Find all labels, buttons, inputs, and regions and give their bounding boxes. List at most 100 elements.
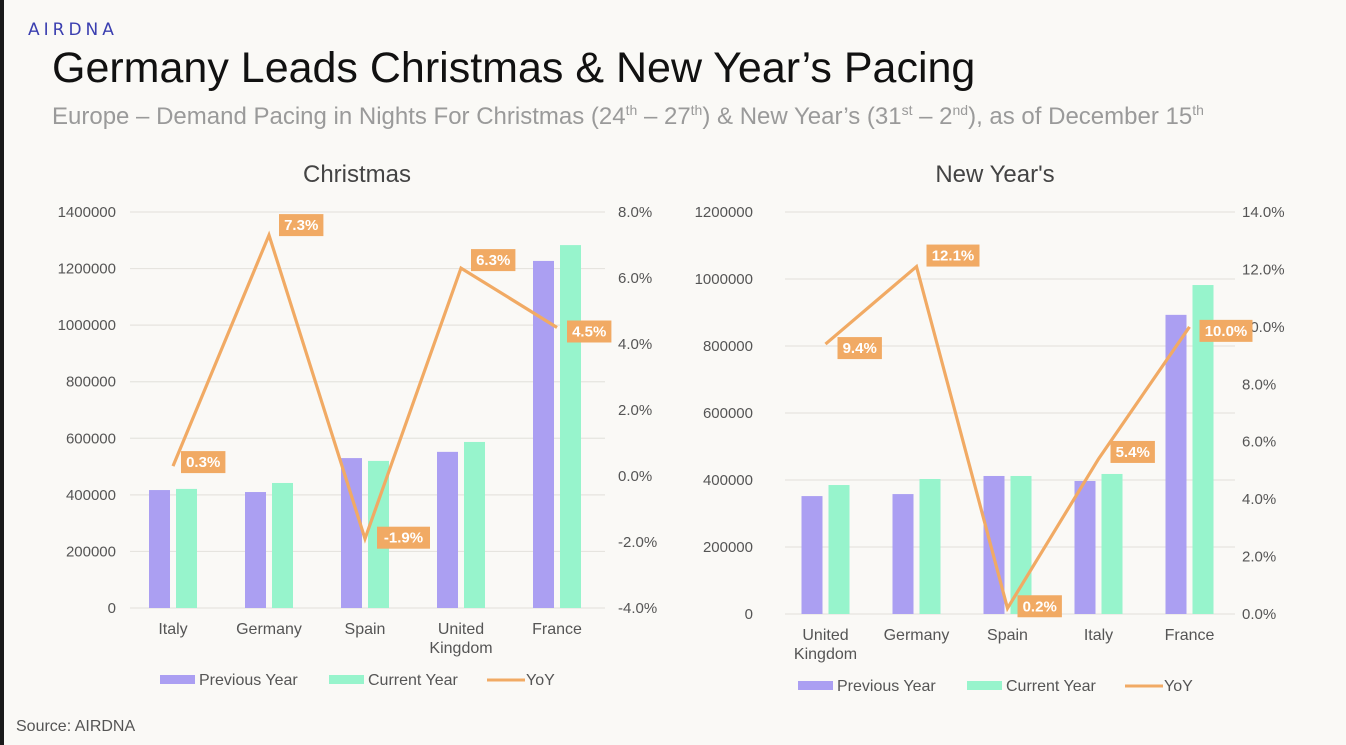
category-label: France — [1165, 627, 1215, 644]
bar-current-year — [1010, 475, 1032, 614]
category-label: France — [532, 621, 582, 638]
legend-item: YoY — [487, 672, 555, 689]
yoy-label-text: 6.3% — [476, 252, 510, 269]
yoy-label-box — [1199, 319, 1253, 342]
right-axis-tick: 2.0% — [1242, 549, 1276, 566]
right-axis-tick: 6.0% — [618, 270, 652, 287]
right-axis-tick: 0.0% — [1242, 606, 1276, 623]
right-axis-tick: 0.0% — [618, 468, 652, 485]
bar-previous-year — [437, 451, 458, 608]
yoy-label-box — [279, 214, 324, 237]
left-axis-tick: 0 — [745, 606, 753, 623]
subtitle-superscript: th — [625, 102, 638, 118]
bar-current-year — [1101, 473, 1123, 614]
subtitle-superscript: th — [690, 102, 703, 118]
subtitle-text: ), as of December 15 — [968, 103, 1193, 130]
right-axis-tick: 8.0% — [618, 204, 652, 221]
category-label: Spain — [987, 627, 1028, 644]
airdna-logo: AIRDNA — [28, 20, 118, 40]
bar-current-year — [464, 441, 485, 608]
left-axis-tick: 600000 — [66, 430, 116, 447]
yoy-label-text: 0.2% — [1023, 598, 1057, 615]
yoy-label-box — [181, 451, 226, 474]
bar-previous-year — [149, 490, 170, 608]
christmas-chart: Christmas 0 200000 400000 600000 800000 100000… — [58, 161, 658, 689]
bar-previous-year — [341, 458, 362, 608]
yoy-label-text: 5.4% — [1116, 444, 1150, 461]
subtitle-superscript: nd — [952, 102, 969, 118]
left-axis-tick: 1400000 — [58, 204, 116, 221]
left-axis-tick: 1000000 — [695, 271, 753, 288]
page-title: Germany Leads Christmas & New Year’s Pac… — [52, 44, 976, 92]
bar-previous-year — [1074, 481, 1096, 614]
legend-item: YoY — [1125, 678, 1193, 695]
page-subtitle: Europe – Demand Pacing in Nights For Chr… — [52, 103, 1204, 131]
yoy-label-box — [471, 249, 516, 272]
category-label-line: Kingdom — [794, 646, 857, 663]
right-axis-tick: 8.0% — [1242, 376, 1276, 393]
yoy-data-label: 0.2% — [1017, 595, 1062, 618]
yoy-line — [171, 230, 558, 544]
bar-current-year — [272, 482, 293, 608]
category-label: Spain — [345, 621, 386, 638]
yoy-label-box — [377, 526, 430, 549]
new-years-chart: New Year's 0 200000 400000 600000 800000 10000… — [695, 161, 1285, 695]
left-axis-tick: 200000 — [66, 543, 116, 560]
source-note: Source: AIRDNA — [16, 718, 136, 735]
yoy-data-label: 4.5% — [567, 320, 612, 343]
legend-swatch-previous — [160, 675, 195, 684]
legend-item: Previous Year — [798, 678, 936, 695]
legend-label: Current Year — [368, 672, 459, 689]
subtitle-superscript: th — [1192, 102, 1204, 118]
bar-current-year — [828, 485, 850, 614]
yoy-label-text: 0.3% — [186, 454, 220, 471]
category-label: United Kingdom — [429, 621, 492, 657]
yoy-label-text: 4.5% — [572, 324, 606, 341]
yoy-data-label: 12.1% — [926, 244, 980, 267]
bar-current-year — [176, 488, 197, 608]
bar-previous-year — [801, 496, 823, 614]
left-axis-tick: 1200000 — [695, 204, 753, 221]
bar-current-year — [1192, 285, 1214, 614]
category-label: United Kingdom — [794, 627, 857, 663]
yoy-label-text: 9.4% — [843, 340, 877, 357]
bar-previous-year — [1165, 314, 1187, 614]
left-axis-tick: 600000 — [703, 405, 753, 422]
yoy-data-label: 10.0% — [1199, 319, 1253, 342]
legend-label: Current Year — [1006, 678, 1097, 695]
yoy-label-text: 10.0% — [1205, 323, 1248, 340]
left-axis-tick: 1000000 — [58, 317, 116, 334]
legend-label: YoY — [526, 672, 555, 689]
subtitle-superscript: st — [901, 102, 913, 118]
yoy-label-box — [837, 337, 882, 360]
subtitle-text: – 27 — [637, 103, 691, 130]
right-axis-tick: 4.0% — [618, 336, 652, 353]
left-edge-bar — [0, 0, 4, 745]
subtitle-text: – 2 — [912, 103, 953, 130]
legend-item: Current Year — [967, 678, 1097, 695]
category-label: Germany — [236, 621, 302, 638]
yoy-label-box — [1110, 440, 1155, 463]
left-axis-tick: 400000 — [703, 472, 753, 489]
bar-previous-year — [533, 260, 554, 608]
left-axis-tick: 800000 — [66, 374, 116, 391]
chart-title: New Year's — [935, 161, 1054, 188]
category-label: Italy — [158, 621, 187, 638]
right-axis-tick: 2.0% — [618, 402, 652, 419]
category-label: Germany — [884, 627, 950, 644]
category-label-line: United — [802, 627, 848, 644]
bar-previous-year — [983, 475, 1005, 614]
yoy-label-text: 7.3% — [284, 217, 318, 234]
legend-item: Previous Year — [160, 672, 298, 689]
yoy-line — [824, 263, 1191, 613]
bar-previous-year — [892, 494, 914, 614]
category-label-line: United — [438, 621, 484, 638]
yoy-label-box — [1017, 595, 1062, 618]
left-axis-tick: 1200000 — [58, 261, 116, 278]
legend-swatch-current — [329, 675, 364, 684]
yoy-data-label: 5.4% — [1110, 440, 1155, 463]
legend-item: Current Year — [329, 672, 459, 689]
right-axis-tick: 14.0% — [1242, 204, 1285, 221]
yoy-label-text: 12.1% — [932, 248, 975, 265]
category-label: Italy — [1084, 627, 1113, 644]
